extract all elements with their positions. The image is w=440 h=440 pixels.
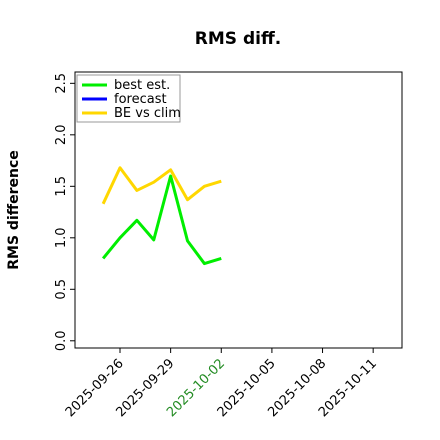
y-axis-label: RMS difference xyxy=(6,150,22,270)
y-tick-label: 0.5 xyxy=(54,279,69,300)
y-tick-label: 1.0 xyxy=(54,227,69,248)
legend-label: forecast xyxy=(114,92,167,107)
y-tick-label: 0.0 xyxy=(54,330,69,351)
legend-label: best est. xyxy=(114,78,170,93)
y-tick-label: 2.0 xyxy=(54,124,69,145)
y-tick-label: 2.5 xyxy=(54,73,69,94)
y-tick-label: 1.5 xyxy=(54,176,69,197)
series-line xyxy=(101,166,222,205)
legend-label: BE vs clim xyxy=(114,106,181,121)
chart-title: RMS diff. xyxy=(195,29,281,49)
plot-frame xyxy=(74,71,403,349)
series-line xyxy=(101,174,222,266)
